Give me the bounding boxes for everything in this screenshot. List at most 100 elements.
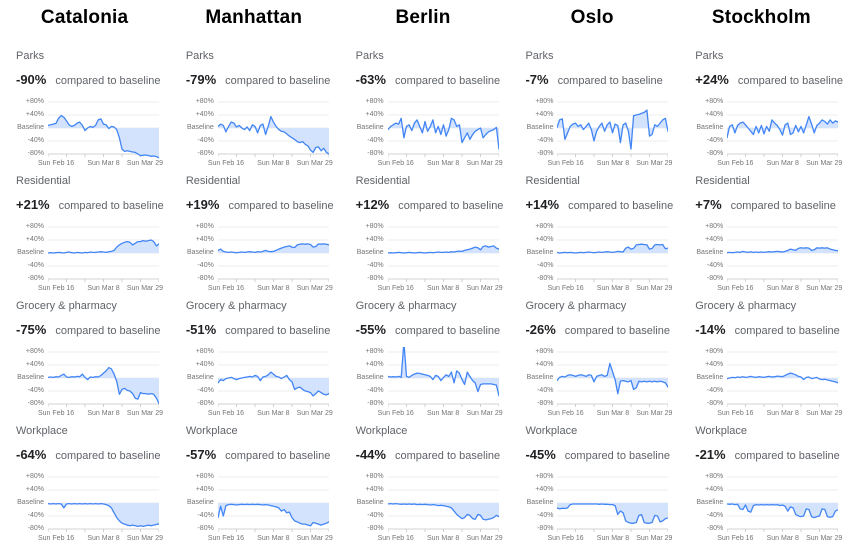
y-axis-tick-label: -80% [27, 150, 44, 157]
y-axis-tick-label: Baseline [17, 249, 44, 256]
percent-change-value: -75% [16, 322, 47, 337]
x-axis-labels: Sun Feb 16 Sun Mar 8 Sun Mar 29 [208, 159, 333, 169]
y-axis-labels: +80% +40% Baseline -40% -80% [525, 97, 557, 159]
sparkline-chart: +80% +40% Baseline -40% -80% [356, 222, 504, 284]
mobility-chart-cell: Grocery & pharmacy -26% compared to baseli… [509, 300, 679, 425]
compared-to-baseline-label: compared to baseline [564, 450, 670, 462]
x-axis-tick-label: Sun Feb 16 [377, 410, 414, 417]
y-axis-tick-label: Baseline [356, 499, 384, 506]
percent-change-row: -79% compared to baseline [186, 71, 334, 89]
y-axis-tick-label: Baseline [17, 499, 44, 506]
y-axis-tick-label: -80% [537, 150, 554, 157]
y-axis-tick-label: -40% [706, 137, 724, 144]
y-axis-tick-label: -80% [537, 525, 554, 532]
sparkline-chart: +80% +40% Baseline -40% -80% [186, 347, 334, 409]
plot-area [387, 347, 499, 409]
compared-to-baseline-label: compared to baseline [734, 450, 840, 462]
y-axis-tick-label: -80% [537, 275, 554, 282]
y-axis-tick-label: -40% [537, 387, 554, 394]
chart-category-label: Residential [355, 175, 411, 187]
y-axis-tick-label: +40% [25, 111, 44, 118]
y-axis-tick-label: +40% [195, 361, 214, 368]
mobility-chart-cell: Workplace -21% compared to baseline +80% +40… [679, 425, 846, 550]
sparkline-svg [727, 101, 839, 157]
x-axis-tick-label: Sun Feb 16 [38, 535, 75, 542]
compared-to-baseline-label: compared to baseline [394, 450, 501, 462]
sparkline-svg [217, 101, 329, 157]
compared-to-baseline-label: compared to baseline [730, 200, 836, 212]
x-axis-tick-label: Sun Mar 29 [296, 160, 333, 167]
chart-category-label: Workplace [695, 425, 748, 437]
area-fill [727, 373, 839, 383]
x-axis-labels: Sun Feb 16 Sun Mar 8 Sun Mar 29 [38, 409, 163, 419]
y-axis-tick-label: Baseline [526, 499, 554, 506]
y-axis-tick-label: -40% [27, 262, 44, 269]
x-axis-tick-label: Sun Mar 8 [426, 285, 460, 292]
sparkline-svg [387, 476, 499, 532]
trend-line [727, 503, 839, 519]
plot-area [217, 97, 329, 159]
y-axis-labels: +80% +40% Baseline -40% -80% [16, 472, 48, 534]
city-header-catalonia: Catalonia [40, 7, 129, 28]
percent-change-row: +7% compared to baseline [695, 196, 843, 214]
trend-line [387, 347, 499, 397]
percent-change-value: +7% [695, 197, 722, 212]
area-fill [387, 118, 499, 150]
percent-change-row: +21% compared to baseline [16, 196, 164, 214]
x-axis-tick-label: Sun Mar 29 [806, 285, 843, 292]
trend-line [48, 366, 159, 405]
sparkline-svg [387, 101, 499, 157]
y-axis-labels: +80% +40% Baseline -40% -80% [186, 222, 218, 284]
compared-to-baseline-label: compared to baseline [55, 450, 161, 462]
city-header-row: Catalonia Manhattan Berlin Oslo Stockhol… [0, 0, 846, 29]
sparkline-svg [557, 476, 669, 532]
percent-change-row: -7% compared to baseline [525, 71, 673, 89]
mobility-chart-cell: Residential +12% compared to baseline +80% +… [340, 175, 510, 300]
x-axis-tick-label: Sun Mar 29 [126, 160, 163, 167]
mobility-chart-cell: Workplace -64% compared to baseline +80% +40… [0, 425, 170, 550]
sparkline-chart: +80% +40% Baseline -40% -80% [695, 222, 843, 284]
x-axis-tick-label: Sun Mar 8 [426, 535, 460, 542]
y-axis-tick-label: -40% [197, 387, 214, 394]
y-axis-tick-label: Baseline [696, 124, 724, 131]
sparkline-svg [727, 476, 839, 532]
sparkline-chart: +80% +40% Baseline -40% -80% [16, 347, 164, 409]
y-axis-tick-label: +80% [195, 98, 214, 105]
y-axis-tick-label: +80% [535, 348, 554, 355]
percent-change-row: -45% compared to baseline [525, 446, 673, 464]
y-axis-tick-label: +40% [705, 236, 724, 243]
city-header-oslo: Oslo [570, 7, 614, 28]
sparkline-chart: +80% +40% Baseline -40% -80% [695, 97, 843, 159]
sparkline-svg [48, 476, 159, 532]
y-axis-tick-label: +80% [195, 473, 214, 480]
y-axis-tick-label: -40% [367, 262, 384, 269]
y-axis-tick-label: +80% [535, 223, 554, 230]
x-axis-tick-label: Sun Feb 16 [38, 410, 75, 417]
y-axis-tick-label: +80% [195, 348, 214, 355]
y-axis-tick-label: Baseline [526, 249, 554, 256]
percent-change-value: -90% [16, 72, 47, 87]
trend-line [217, 115, 329, 155]
x-axis-labels: Sun Feb 16 Sun Mar 8 Sun Mar 29 [717, 534, 842, 544]
percent-change-row: -75% compared to baseline [16, 321, 164, 339]
chart-category-label: Grocery & pharmacy [355, 300, 457, 312]
area-fill [48, 115, 159, 158]
sparkline-chart: +80% +40% Baseline -40% -80% [186, 97, 334, 159]
compared-to-baseline-label: compared to baseline [55, 325, 161, 337]
plot-area [557, 222, 669, 284]
x-axis-tick-label: Sun Mar 8 [766, 285, 799, 292]
y-axis-tick-label: +40% [535, 236, 554, 243]
sparkline-svg [48, 101, 159, 159]
trend-line [727, 247, 839, 254]
plot-area [727, 97, 839, 159]
area-fill [557, 244, 669, 253]
plot-area [217, 222, 329, 284]
x-axis-tick-label: Sun Mar 8 [87, 535, 120, 542]
percent-change-value: +14% [525, 197, 560, 212]
y-axis-tick-label: +40% [705, 111, 724, 118]
area-fill [387, 245, 499, 253]
y-axis-tick-label: +80% [25, 223, 44, 230]
percent-change-row: -55% compared to baseline [356, 321, 504, 339]
mobility-chart-cell: Residential +14% compared to baseline +80% +… [509, 175, 679, 300]
compared-to-baseline-label: compared to baseline [58, 200, 164, 212]
